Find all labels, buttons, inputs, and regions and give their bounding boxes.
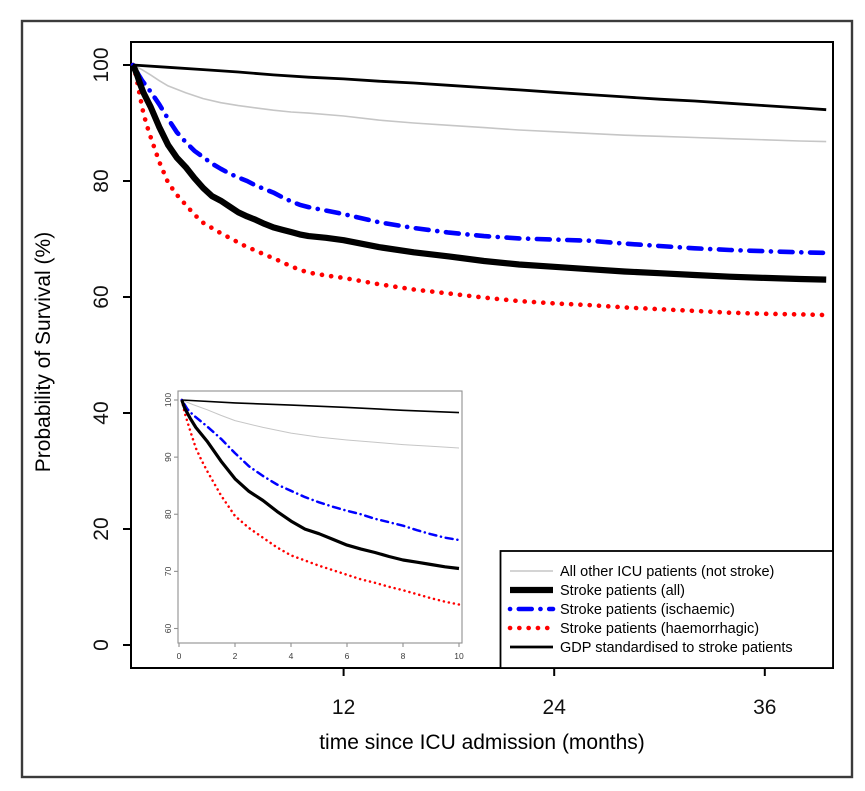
inset-x-tick-label-8: 8 xyxy=(401,651,406,661)
main-curve-stroke_ischaemic xyxy=(130,62,829,256)
inset-y-tick-label-90: 90 xyxy=(163,452,173,462)
main-y-tick-label-20: 20 xyxy=(90,517,113,540)
inset-plot-box xyxy=(177,390,463,644)
inset-x-tick-label-10: 10 xyxy=(454,651,464,661)
main-curve-gdp_standardised xyxy=(132,63,827,112)
main-y-tick-label-100: 100 xyxy=(90,47,113,82)
inset-curve-gdp_standardised xyxy=(181,399,460,414)
legend-label-stroke_haemorrhagic: Stroke patients (haemorrhagic) xyxy=(560,621,759,637)
main-curve-stroke_all xyxy=(130,63,827,283)
inset-x-tick-label-6: 6 xyxy=(345,651,350,661)
inset-curve-other_icu xyxy=(181,399,460,449)
legend-label-stroke_all: Stroke patients (all) xyxy=(560,583,685,599)
main-y-tick-label-40: 40 xyxy=(90,401,113,424)
main-plot-curves xyxy=(130,62,829,318)
legend-box xyxy=(499,550,834,669)
inset-x-tick-label-0: 0 xyxy=(177,651,182,661)
inset-x-tick-label-2: 2 xyxy=(233,651,238,661)
inset-x-tick-label-4: 4 xyxy=(289,651,294,661)
main-x-tick-label-12: 12 xyxy=(332,696,355,719)
main-x-tick-label-36: 36 xyxy=(753,696,776,719)
main-y-tick-label-0: 0 xyxy=(90,639,113,651)
inset-curve-stroke_haemorrhagic xyxy=(180,398,461,606)
x-axis-title: time since ICU admission (months) xyxy=(319,731,645,754)
main-x-tick-label-24: 24 xyxy=(543,696,567,719)
main-curve-stroke_haemorrhagic xyxy=(130,62,829,318)
main-curve-other_icu xyxy=(132,64,827,143)
inset-curve-stroke_ischaemic xyxy=(180,398,461,542)
outer-frame xyxy=(20,19,854,779)
inset-curve-stroke_all xyxy=(180,399,460,571)
legend: All other ICU patients (not stroke) Strok… xyxy=(499,550,834,669)
main-y-tick-label-80: 80 xyxy=(90,169,113,192)
main-plot-box xyxy=(130,41,834,669)
inset-plot: 60 70 80 90 100 0 2 4 6 8 10 xyxy=(163,390,464,661)
main-y-tick-label-60: 60 xyxy=(90,285,113,308)
inset-y-tick-label-80: 80 xyxy=(163,509,173,519)
legend-label-gdp_standardised: GDP standardised to stroke patients xyxy=(560,640,793,656)
y-axis-title: Probability of Survival (%) xyxy=(32,232,55,472)
inset-y-tick-label-100: 100 xyxy=(163,393,173,407)
inset-y-tick-label-70: 70 xyxy=(163,566,173,576)
inset-y-tick-label-60: 60 xyxy=(163,624,173,634)
legend-label-stroke_ischaemic: Stroke patients (ischaemic) xyxy=(560,602,735,618)
legend-label-other_icu: All other ICU patients (not stroke) xyxy=(560,564,774,580)
